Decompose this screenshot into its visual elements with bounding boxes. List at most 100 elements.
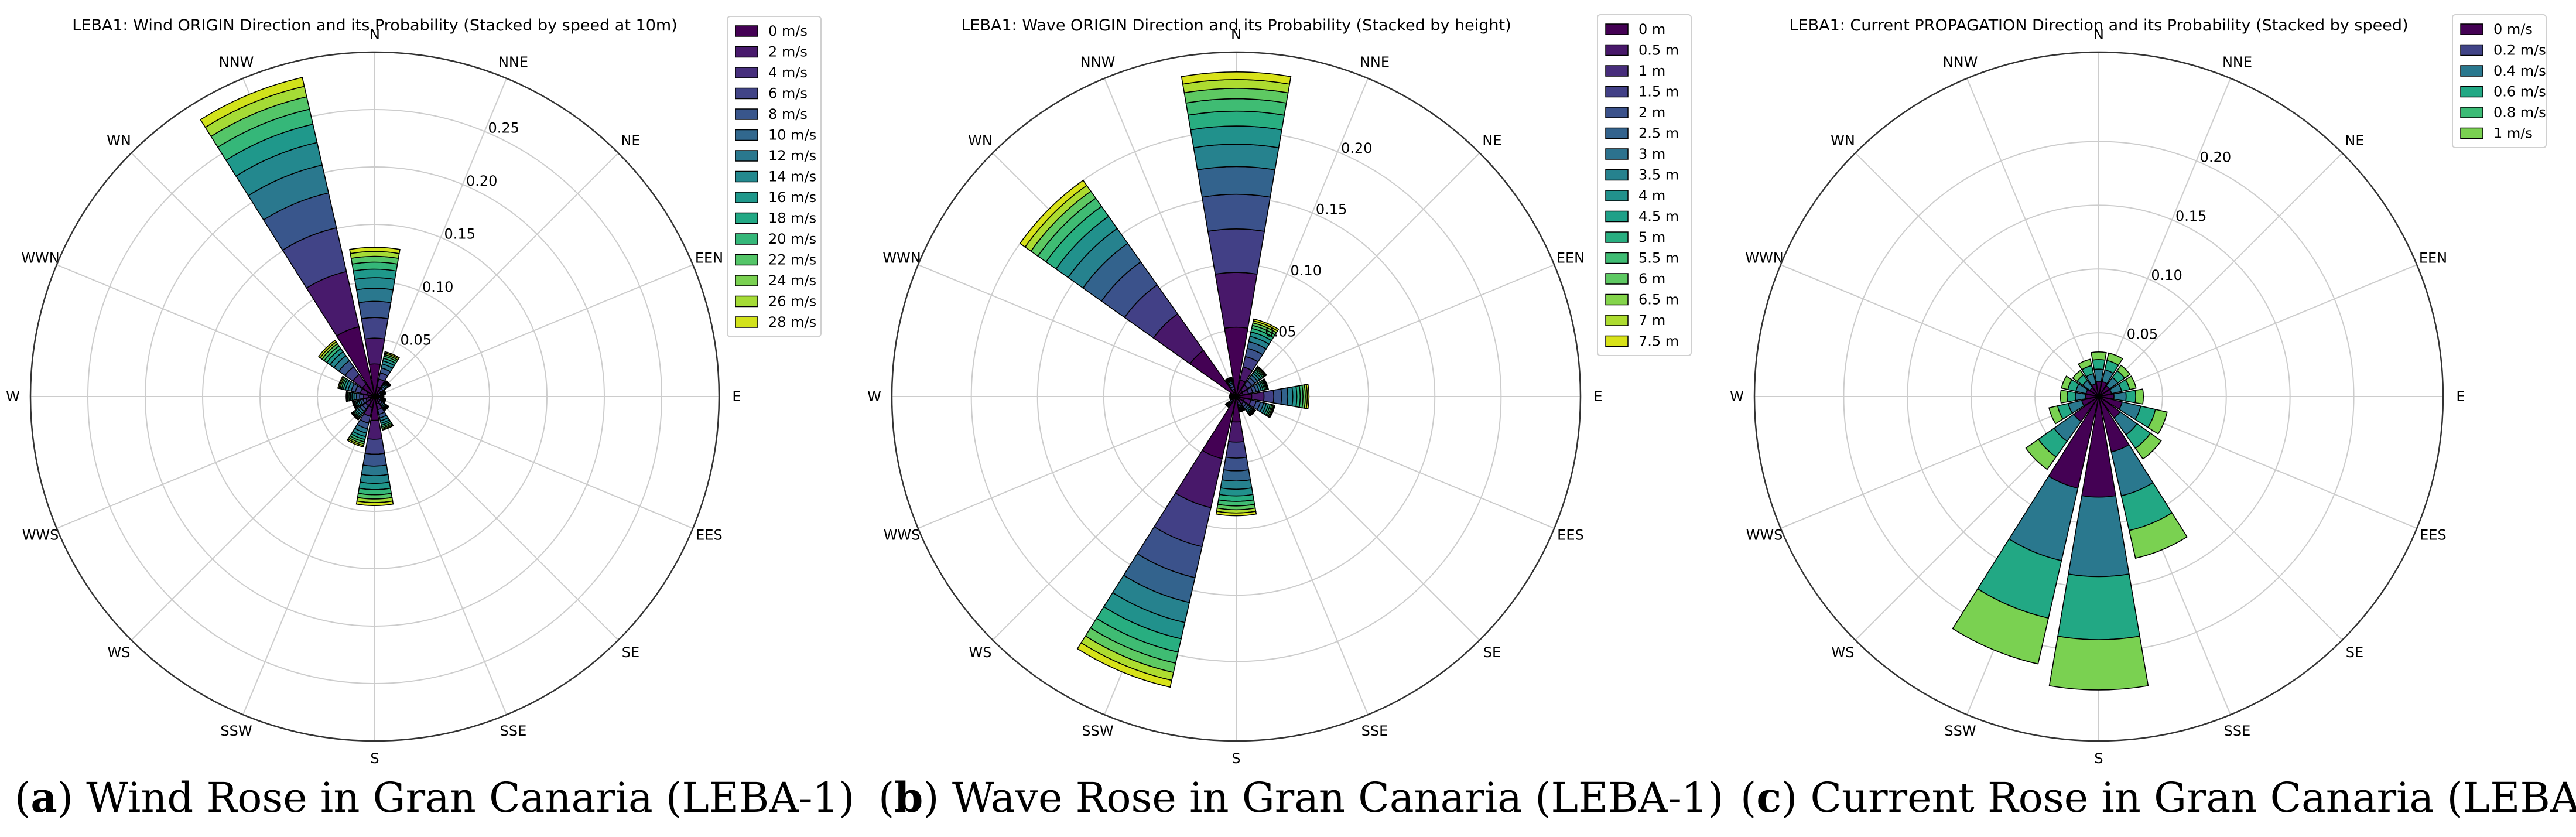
bar-segment [1019,179,1087,248]
legend-label: 24 m/s [768,272,816,289]
bar-segment [361,317,389,340]
legend-swatch [735,192,758,203]
bar-segment [384,390,387,395]
bar-segment [1201,193,1271,232]
direction-label-w: W [1730,388,1744,405]
legend-label: 0 m [1638,21,1665,37]
angular-gridline [2098,264,2417,397]
bar-segment [2078,358,2092,371]
radial-tick-label: 0.20 [466,173,497,189]
legend-label: 3.5 m [1638,167,1679,183]
bar-segment [1181,71,1292,85]
legend-swatch [735,275,758,286]
direction-label-ws: WS [1832,644,1855,661]
angular-gridline [918,264,1237,397]
bar-een [1236,378,1270,397]
bar-segment [2092,359,2106,370]
direction-label-ne: NE [2345,132,2364,149]
legend-swatch [735,46,758,58]
direction-label-nnw: NNW [1943,54,1978,70]
bar-n [349,247,401,397]
polar-frame [1753,51,2444,742]
legend-label: 0.4 m/s [2493,63,2546,79]
legend-swatch [1605,293,1629,306]
bar-segment [2147,409,2168,435]
legend-swatch [735,233,758,245]
radial-tick-label: 0.10 [422,279,453,295]
legend-swatch [1605,273,1629,285]
bar-segment [1253,318,1280,332]
bar-segment [2093,368,2104,382]
legend-label: 4 m [1638,187,1665,204]
bar-s [1215,396,1257,517]
bar-segment [2134,432,2162,460]
direction-label-n: N [370,26,380,43]
bar-nnw [1224,376,1237,397]
legend-swatch [2460,23,2483,35]
direction-label-e: E [2456,388,2465,405]
bar-ees [2098,396,2168,435]
bar-segment [2129,512,2188,559]
bar-segment [1224,376,1233,381]
legend-swatch [1605,252,1629,264]
bar-wn [317,339,375,397]
direction-label-ssw: SSW [1082,723,1113,739]
legend-label: 6 m/s [768,86,808,102]
bar-segment [2067,390,2076,403]
bar-n [1181,71,1292,397]
current-rose-panel: LEBA1: Current PROPAGATION Direction and… [1717,0,2576,837]
bar-segment [351,401,357,409]
bar-e [2098,388,2144,405]
radial-tick-label: 0.05 [2127,326,2158,342]
direction-label-e: E [1593,388,1602,405]
radial-tick-label: 0.05 [1265,324,1296,340]
bar-segment [361,464,389,476]
wind-rose-chart: LEBA1: Wind ORIGIN Direction and its Pro… [6,16,822,767]
legend-label: 1.5 m [1638,84,1679,100]
legend-swatch [1605,148,1629,160]
angular-gridline [1236,396,1555,529]
bar-segment [1225,440,1247,459]
bar-segment [1196,166,1276,198]
legend-swatch [735,87,758,100]
direction-label-ne: NE [621,132,640,149]
legend-swatch [2460,86,2483,98]
direction-label-wwn: WWN [882,250,921,267]
legend-swatch [735,170,758,183]
legend-label: 28 m/s [768,314,816,330]
direction-label-ssw: SSW [220,723,252,739]
legend-swatch [2460,65,2483,77]
bar-ne [374,380,392,397]
bar-segment [1223,456,1250,472]
bar-segment [358,300,392,320]
legend-label: 7 m [1638,312,1665,329]
bar-segment [2116,364,2131,379]
legend-label: 16 m/s [768,189,816,206]
legend-swatch [735,295,758,308]
direction-label-wwn: WWN [21,250,59,267]
bar-n [2091,351,2107,397]
legend-label: 7.5 m [1638,333,1679,350]
angular-gridline [2098,78,2231,397]
bar-segment [360,474,390,484]
bar-segment [2125,375,2137,390]
angular-gridline [992,396,1237,641]
bar-segment [349,247,401,254]
direction-label-een: EEN [2419,250,2447,267]
angular-gridline [374,264,693,397]
bar-segment [1207,228,1265,275]
direction-label-ssw: SSW [1944,723,1976,739]
legend-swatch [1605,23,1629,35]
bar-segment [353,268,397,280]
bar-segment [358,481,391,490]
bar-ees [374,396,387,404]
bar-segment [317,339,337,359]
legend-swatch [1605,44,1629,56]
legend-swatch [1605,315,1629,326]
bar-segment [1219,487,1254,497]
bar-segment [1221,469,1251,481]
caption-c: (c) Current Rose in Gran Canaria (LEBA-1… [1740,773,2576,822]
bar-segment [1215,272,1258,329]
bar-e [1236,384,1310,409]
legend-label: 20 m/s [768,231,816,247]
